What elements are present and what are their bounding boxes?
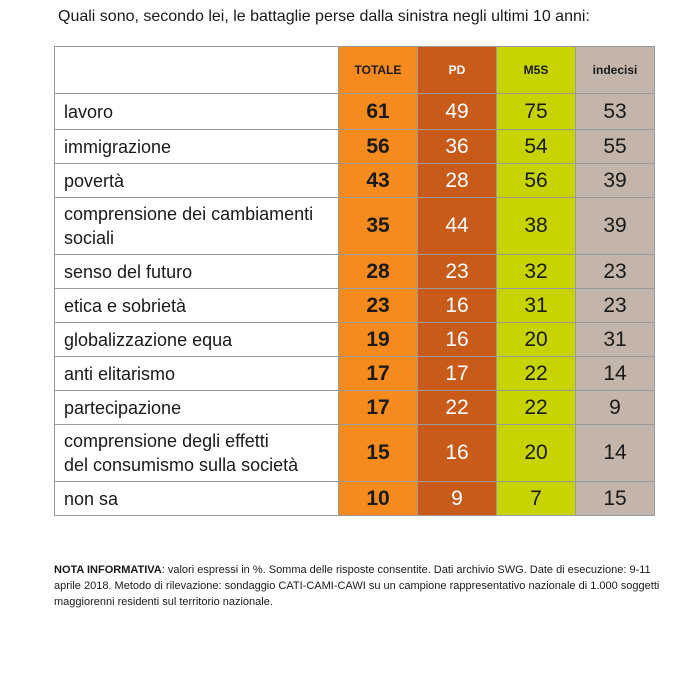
- methodology-note: NOTA INFORMATIVA: valori espressi in %. …: [54, 562, 664, 610]
- value-cell-indecisi: 15: [575, 481, 655, 516]
- row-label: globalizzazione equa: [54, 322, 339, 357]
- value-cell-indecisi: 23: [575, 288, 655, 323]
- row-label: comprensione degli effetti del consumism…: [54, 424, 339, 482]
- table-row: comprensione dei cambiamenti sociali 35 44…: [54, 197, 655, 255]
- value-cell-m5s: 56: [496, 163, 576, 198]
- row-label: lavoro: [54, 93, 339, 130]
- value-cell-m5s: 20: [496, 322, 576, 357]
- column-header-m5s: M5S: [496, 46, 576, 94]
- row-label: etica e sobrietà: [54, 288, 339, 323]
- value-cell-totale: 19: [338, 322, 418, 357]
- value-cell-m5s: 31: [496, 288, 576, 323]
- value-cell-m5s: 22: [496, 356, 576, 391]
- column-header-pd: PD: [417, 46, 497, 94]
- value-cell-indecisi: 53: [575, 93, 655, 130]
- row-label: non sa: [54, 481, 339, 516]
- value-cell-indecisi: 39: [575, 163, 655, 198]
- value-cell-m5s: 22: [496, 390, 576, 425]
- row-label: senso del futuro: [54, 254, 339, 289]
- value-cell-indecisi: 39: [575, 197, 655, 255]
- table-row: anti elitarismo 17 17 22 14: [54, 356, 655, 391]
- value-cell-pd: 17: [417, 356, 497, 391]
- value-cell-indecisi: 14: [575, 424, 655, 482]
- value-cell-pd: 22: [417, 390, 497, 425]
- value-cell-indecisi: 55: [575, 129, 655, 164]
- row-label: povertà: [54, 163, 339, 198]
- header-row: TOTALE PD M5S indecisi: [54, 46, 655, 94]
- value-cell-pd: 16: [417, 424, 497, 482]
- row-label: partecipazione: [54, 390, 339, 425]
- table-row: senso del futuro 28 23 32 23: [54, 254, 655, 289]
- value-cell-totale: 56: [338, 129, 418, 164]
- value-cell-totale: 17: [338, 356, 418, 391]
- note-text: : valori espressi in %. Somma delle risp…: [54, 564, 660, 608]
- table-row: globalizzazione equa 19 16 20 31: [54, 322, 655, 357]
- table-row: partecipazione 17 22 22 9: [54, 390, 655, 425]
- note-label: NOTA INFORMATIVA: [54, 564, 162, 576]
- value-cell-pd: 16: [417, 288, 497, 323]
- value-cell-indecisi: 9: [575, 390, 655, 425]
- chart-title: Quali sono, secondo lei, le battaglie pe…: [58, 8, 590, 25]
- column-header-totale: TOTALE: [338, 46, 418, 94]
- table-row: comprensione degli effetti del consumism…: [54, 424, 655, 482]
- value-cell-totale: 61: [338, 93, 418, 130]
- value-cell-indecisi: 23: [575, 254, 655, 289]
- table-row: non sa 10 9 7 15: [54, 481, 655, 516]
- value-cell-totale: 10: [338, 481, 418, 516]
- value-cell-m5s: 38: [496, 197, 576, 255]
- value-cell-m5s: 75: [496, 93, 576, 130]
- row-label: immigrazione: [54, 129, 339, 164]
- value-cell-m5s: 54: [496, 129, 576, 164]
- value-cell-pd: 23: [417, 254, 497, 289]
- row-label: comprensione dei cambiamenti sociali: [54, 197, 339, 255]
- value-cell-pd: 16: [417, 322, 497, 357]
- column-header-indecisi: indecisi: [575, 46, 655, 94]
- value-cell-indecisi: 14: [575, 356, 655, 391]
- table-row: povertà 43 28 56 39: [54, 163, 655, 198]
- value-cell-pd: 36: [417, 129, 497, 164]
- value-cell-pd: 49: [417, 93, 497, 130]
- value-cell-m5s: 20: [496, 424, 576, 482]
- value-cell-totale: 43: [338, 163, 418, 198]
- value-cell-totale: 17: [338, 390, 418, 425]
- value-cell-totale: 15: [338, 424, 418, 482]
- value-cell-totale: 28: [338, 254, 418, 289]
- survey-table: TOTALE PD M5S indecisi lavoro 61 49 75 53 imm…: [54, 46, 655, 516]
- value-cell-m5s: 32: [496, 254, 576, 289]
- table-row: lavoro 61 49 75 53: [54, 93, 655, 130]
- value-cell-pd: 9: [417, 481, 497, 516]
- table-body: lavoro 61 49 75 53 immigrazione 56 36 54 55 povert…: [54, 93, 655, 516]
- header-blank-cell: [54, 46, 339, 94]
- value-cell-indecisi: 31: [575, 322, 655, 357]
- table-row: etica e sobrietà 23 16 31 23: [54, 288, 655, 323]
- table-row: immigrazione 56 36 54 55: [54, 129, 655, 164]
- value-cell-totale: 23: [338, 288, 418, 323]
- value-cell-m5s: 7: [496, 481, 576, 516]
- value-cell-pd: 44: [417, 197, 497, 255]
- row-label: anti elitarismo: [54, 356, 339, 391]
- value-cell-totale: 35: [338, 197, 418, 255]
- value-cell-pd: 28: [417, 163, 497, 198]
